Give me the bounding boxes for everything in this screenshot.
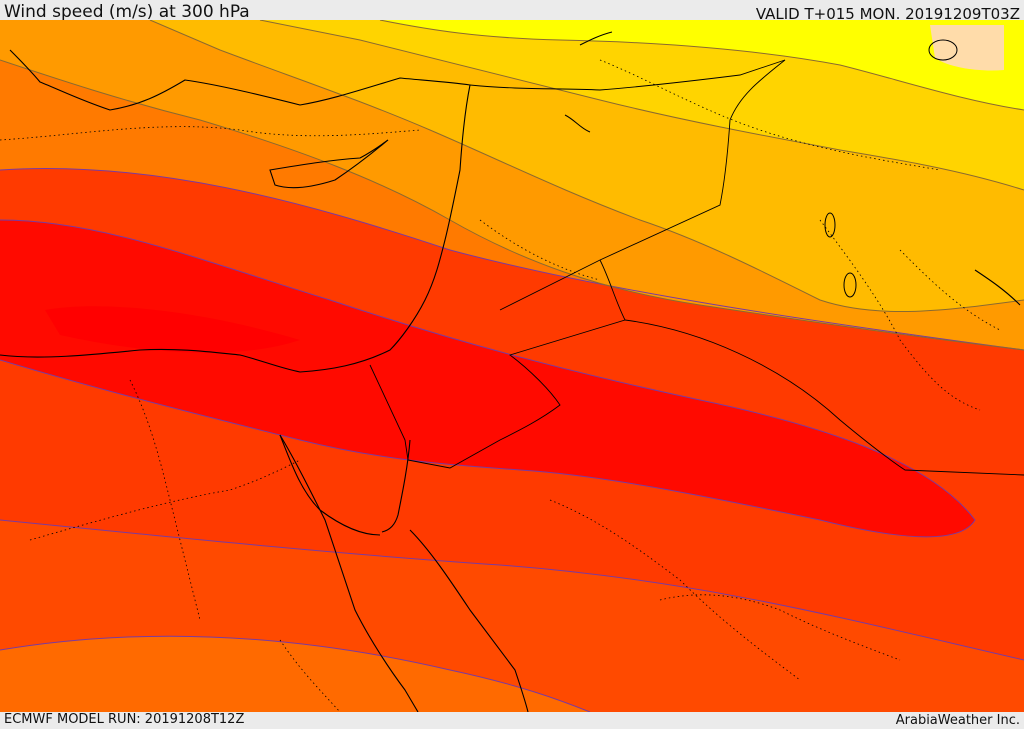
- coastline-cyprus: [269, 139, 389, 189]
- map-title: Wind speed (m/s) at 300 hPa: [4, 2, 250, 22]
- admin-boundary: [549, 499, 801, 681]
- coastline-arabia-red-sea: [409, 529, 529, 712]
- wind-map-svg: [0, 20, 1024, 712]
- contour-line: [0, 59, 1024, 351]
- admin-boundaries: [0, 59, 1001, 712]
- border-line: [369, 364, 409, 461]
- model-run-label: ECMWF MODEL RUN: 20191208T12Z: [4, 712, 245, 727]
- country-borders: [369, 59, 1024, 476]
- contour-line: [0, 219, 976, 538]
- contour-line: [0, 519, 1024, 661]
- coastline-gulf-aqaba: [381, 439, 411, 533]
- lake-marker: [928, 39, 958, 61]
- contour-lines-north: [0, 20, 1024, 351]
- wind-band-core-lobe-west: [45, 306, 300, 353]
- contour-line: [0, 635, 591, 712]
- coastline-mediterranean: [0, 49, 471, 373]
- coastline-gulf-suez: [279, 434, 381, 536]
- valid-time-label: VALID T+015 MON. 20191209T03Z: [755, 5, 1020, 23]
- lake-marker: [564, 114, 591, 133]
- contour-line: [0, 167, 1024, 351]
- lake-marker: [824, 212, 836, 238]
- contour-line: [149, 20, 1024, 313]
- lake-marker: [579, 31, 613, 46]
- lake-marker: [843, 272, 857, 298]
- contour-line: [259, 20, 1024, 191]
- admin-boundary: [819, 219, 981, 411]
- contour-line: [379, 20, 1024, 111]
- wind-band-south-orange: [0, 636, 590, 712]
- border-line: [499, 59, 786, 311]
- admin-boundary: [659, 594, 901, 661]
- credit-label: ArabiaWeather Inc.: [895, 713, 1020, 728]
- wind-speed-map[interactable]: [0, 20, 1024, 712]
- coastline-red-sea-west: [279, 434, 419, 712]
- admin-boundary: [0, 126, 421, 141]
- border-line: [469, 59, 786, 91]
- border-line: [407, 259, 626, 469]
- admin-boundary: [29, 459, 301, 541]
- wind-band-red-core: [0, 220, 975, 537]
- border-line: [624, 319, 1024, 476]
- wind-band-yellow: [380, 20, 1024, 110]
- water-features: [564, 31, 958, 298]
- contour-lines: [0, 167, 1024, 712]
- coastlines: [0, 49, 1021, 712]
- admin-boundary: [899, 249, 1001, 331]
- admin-boundary: [129, 379, 201, 621]
- coastline-gulf: [974, 269, 1021, 306]
- admin-boundary: [599, 59, 941, 171]
